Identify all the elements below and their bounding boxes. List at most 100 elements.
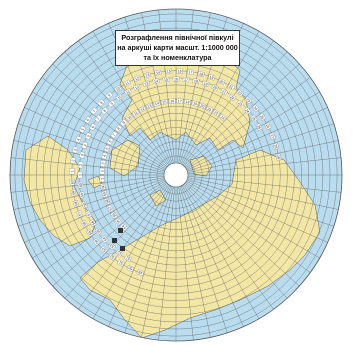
sheet-cell bbox=[236, 99, 245, 108]
sheet-number-label: 59 bbox=[102, 192, 107, 197]
sheet-cell bbox=[228, 93, 237, 102]
sheet-cell bbox=[100, 159, 106, 167]
meridian-line bbox=[187, 178, 334, 227]
sheet-cell bbox=[272, 142, 280, 150]
sheet-cell bbox=[69, 178, 75, 186]
meridian-line bbox=[187, 140, 339, 173]
sheet-number-label: 11 bbox=[125, 81, 130, 86]
sheet-cell bbox=[168, 98, 176, 104]
sheet-number-label: 5 bbox=[105, 147, 109, 150]
meridian-line bbox=[24, 179, 166, 243]
sheet-cell bbox=[84, 116, 92, 124]
sheet-cell bbox=[84, 210, 92, 218]
meridian-line bbox=[92, 185, 171, 319]
sheet-cell bbox=[123, 79, 132, 87]
meridian-line bbox=[178, 186, 211, 338]
sheet-number-label: 54 bbox=[94, 239, 100, 245]
sheet-number-label: 57 bbox=[77, 211, 82, 216]
sheet-cell bbox=[133, 75, 141, 82]
title-line-2: на аркуші карти масшт. 1:1000 000 bbox=[117, 43, 238, 52]
sheet-cell bbox=[97, 98, 106, 107]
meridian-line bbox=[185, 77, 311, 169]
sheet-number-label: 14 bbox=[154, 101, 159, 106]
meridian-line bbox=[10, 157, 165, 174]
sheet-cell bbox=[79, 125, 86, 134]
sheet-cell bbox=[184, 99, 192, 105]
sheet-cell bbox=[142, 80, 151, 87]
sheet-cell bbox=[251, 104, 260, 113]
sheet-number-label: 58 bbox=[82, 202, 87, 207]
meridian-line bbox=[181, 31, 260, 165]
sheet-cell bbox=[76, 210, 83, 218]
sheet-cell bbox=[124, 254, 132, 262]
sheet-number-label: 26 bbox=[256, 124, 261, 129]
sheet-number-label: 23 bbox=[245, 98, 251, 104]
sheet-cell bbox=[77, 181, 84, 189]
sheet-number-label: 9 bbox=[107, 93, 111, 97]
sheet-cell bbox=[145, 102, 154, 110]
sheet-number-label: 19 bbox=[193, 101, 198, 106]
sheet-cell bbox=[94, 114, 103, 123]
sheet-number-label: 5 bbox=[86, 134, 90, 137]
sheet-number-label: 8 bbox=[103, 109, 107, 113]
sheet-number-label: 59 bbox=[72, 191, 77, 196]
sheet-number-label: 52 bbox=[117, 250, 123, 256]
sheet-number-label: 56 bbox=[82, 221, 87, 226]
sheet-cell bbox=[212, 109, 221, 117]
sheet-number-label: 4 bbox=[103, 154, 107, 157]
sheet-cell bbox=[113, 85, 122, 93]
sheet-number-label: 1 bbox=[100, 178, 104, 180]
sheet-cell bbox=[191, 100, 199, 107]
meridian-line bbox=[141, 186, 174, 338]
sheet-number-label: 20 bbox=[200, 104, 205, 109]
sheet-number-label: 7 bbox=[112, 133, 116, 137]
sheet-number-label: 14 bbox=[156, 71, 161, 76]
sheet-cell bbox=[110, 130, 118, 139]
sheet-number-label: 55 bbox=[116, 219, 122, 225]
sheet-cell bbox=[101, 152, 108, 160]
meridian-line bbox=[186, 180, 320, 259]
sheet-cell bbox=[72, 146, 79, 154]
map-sheets bbox=[69, 68, 282, 276]
sheet-cell bbox=[154, 69, 162, 76]
sheet-cell bbox=[99, 245, 108, 254]
sheet-number-label: 15 bbox=[164, 78, 168, 82]
meridian-line bbox=[186, 91, 320, 170]
sheet-cell bbox=[220, 88, 228, 96]
meridian-line bbox=[182, 184, 274, 310]
sheet-number-label: 19 bbox=[203, 81, 208, 86]
meridian-line bbox=[52, 63, 168, 168]
sheet-cell bbox=[70, 189, 77, 197]
sheet-cell bbox=[100, 235, 109, 244]
sheet-number-label: 2 bbox=[71, 159, 75, 162]
meridian-line bbox=[41, 77, 167, 169]
sheet-number-label: 52 bbox=[109, 254, 115, 260]
sheet-number-label: 10 bbox=[117, 95, 123, 101]
sheet-number-label: 21 bbox=[207, 107, 212, 112]
meridian-line bbox=[179, 186, 228, 333]
sheet-cell bbox=[115, 93, 124, 102]
sheet-cell bbox=[165, 68, 173, 74]
sheet-number-label: 17 bbox=[178, 99, 182, 103]
sheet-cell bbox=[69, 168, 75, 175]
sheet-cell bbox=[133, 83, 141, 91]
sheet-number-label: 13 bbox=[145, 73, 150, 78]
sheet-cell bbox=[119, 118, 128, 127]
sheet-number-label: 24 bbox=[253, 106, 259, 112]
sheet-cell bbox=[72, 200, 80, 208]
sheet-number-label: 1 bbox=[78, 174, 82, 176]
sheet-number-label: 17 bbox=[184, 78, 188, 82]
meridian-line bbox=[187, 177, 339, 210]
sheet-cell bbox=[114, 124, 123, 133]
sheet-cell bbox=[70, 157, 76, 164]
meridian-line bbox=[187, 157, 342, 174]
sheet-cell bbox=[218, 113, 227, 122]
sheet-number-label: 3 bbox=[73, 148, 77, 151]
sheet-cell bbox=[126, 265, 135, 272]
sheet-number-label: 8 bbox=[117, 127, 121, 131]
sheet-cell bbox=[125, 113, 134, 122]
sheet-number-label: 28 bbox=[273, 144, 278, 149]
sheet-number-label: 16 bbox=[178, 69, 182, 73]
sheet-cell bbox=[160, 99, 168, 105]
sheet-cell bbox=[162, 76, 170, 83]
